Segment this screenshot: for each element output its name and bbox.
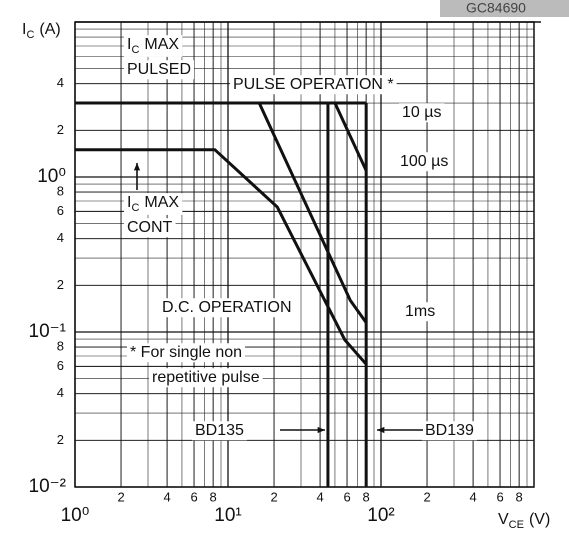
soa-line	[257, 102, 368, 324]
annotation: 1ms	[405, 303, 435, 320]
x-tick-label: 6	[190, 489, 197, 504]
y-tick-label: 10⁻¹	[29, 321, 67, 342]
y-axis-label-sub: C	[26, 29, 34, 41]
annotation: repetitive pulse	[152, 369, 260, 386]
label-bg	[124, 60, 195, 80]
label-bg	[422, 421, 478, 441]
label-bg	[124, 193, 183, 215]
label-bg	[192, 421, 248, 441]
x-tick-label: 6	[343, 489, 350, 504]
label-bg	[230, 75, 397, 95]
annotation: CONT	[127, 219, 173, 236]
x-axis-label-rest: (V)	[529, 511, 550, 528]
y-tick-label: 6	[57, 203, 64, 218]
x-tick-label: 2	[423, 489, 430, 504]
y-tick-label: 8	[57, 183, 64, 198]
annotation-symbol: I	[127, 194, 131, 211]
y-tick-label: 6	[57, 358, 64, 373]
annotation: PULSE OPERATION *	[233, 76, 394, 93]
y-tick-label: 2	[57, 432, 64, 447]
annotation-symbol: I	[127, 36, 131, 53]
x-axis-label-symbol: V	[498, 511, 509, 528]
label-bg	[124, 35, 183, 57]
x-tick-label: 10¹	[214, 505, 241, 526]
annotation-rest: MAX	[144, 36, 179, 53]
y-tick-label: 10⁰	[37, 166, 66, 187]
x-axis-label: VCE (V)	[498, 511, 550, 531]
y-axis-label-symbol: I	[22, 21, 26, 38]
annotation: 10 µs	[402, 104, 441, 121]
x-tick-label: 8	[210, 489, 217, 504]
label-bg	[399, 103, 445, 123]
code: GC84690	[466, 0, 526, 16]
x-axis-label-sub: CE	[509, 519, 524, 531]
label-bg	[124, 218, 176, 238]
y-axis-label: IC (A)	[22, 21, 61, 41]
y-tick-label: 4	[57, 75, 64, 90]
x-tick-label: 10²	[367, 505, 394, 526]
soa-line	[75, 148, 368, 366]
x-tick-label: 4	[316, 489, 323, 504]
label-bg	[127, 343, 246, 363]
label-bg	[149, 368, 263, 388]
annotation: IC MAX	[127, 36, 179, 56]
y-tick-label: 2	[57, 122, 64, 137]
annotation-rest: MAX	[144, 194, 179, 211]
label-bg	[402, 302, 439, 322]
annotation-sub: C	[131, 44, 139, 56]
y-axis-label-rest: (A)	[39, 21, 60, 38]
y-tick-label: 8	[57, 338, 64, 353]
x-tick-label: 4	[163, 489, 170, 504]
annotation: 100 µs	[400, 153, 448, 170]
arrow-head	[377, 426, 385, 434]
annotation: IC MAX	[127, 194, 179, 214]
x-tick-label: 8	[516, 489, 523, 504]
annotation: PULSED	[127, 61, 191, 78]
annotation: * For single non	[130, 344, 242, 361]
annotation: BD135	[195, 422, 244, 439]
annotation: BD139	[425, 422, 474, 439]
y-tick-label: 4	[57, 230, 64, 245]
y-tick-label: 10⁻²	[29, 476, 67, 497]
code-box	[440, 0, 569, 17]
label-bg	[397, 152, 452, 172]
annotation: D.C. OPERATION	[162, 299, 292, 316]
arrow-head	[133, 163, 141, 171]
y-tick-label: 4	[57, 385, 64, 400]
x-tick-label: 4	[469, 489, 476, 504]
soa-line	[333, 102, 368, 172]
x-tick-label: 6	[496, 489, 503, 504]
label-bg	[159, 298, 295, 318]
x-tick-label: 10⁰	[61, 505, 90, 526]
x-tick-label: 8	[363, 489, 370, 504]
y-tick-label: 2	[57, 277, 64, 292]
annotation-sub: C	[131, 202, 139, 214]
x-tick-label: 2	[117, 489, 124, 504]
x-tick-label: 2	[270, 489, 277, 504]
arrow-head	[317, 426, 325, 434]
